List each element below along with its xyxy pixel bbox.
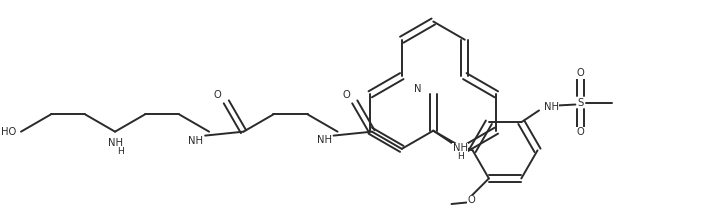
Text: NH: NH [317, 134, 332, 145]
Text: O: O [342, 90, 350, 100]
Text: NH: NH [453, 143, 468, 153]
Text: NH: NH [108, 138, 123, 149]
Text: S: S [578, 98, 583, 107]
Text: NH: NH [544, 101, 559, 112]
Text: O: O [214, 90, 221, 100]
Text: NH: NH [188, 136, 203, 147]
Text: O: O [467, 195, 475, 205]
Text: O: O [576, 68, 584, 78]
Text: HO: HO [1, 127, 16, 137]
Text: O: O [576, 127, 584, 137]
Text: H: H [118, 147, 124, 156]
Text: H: H [458, 152, 464, 161]
Text: N: N [414, 84, 421, 94]
